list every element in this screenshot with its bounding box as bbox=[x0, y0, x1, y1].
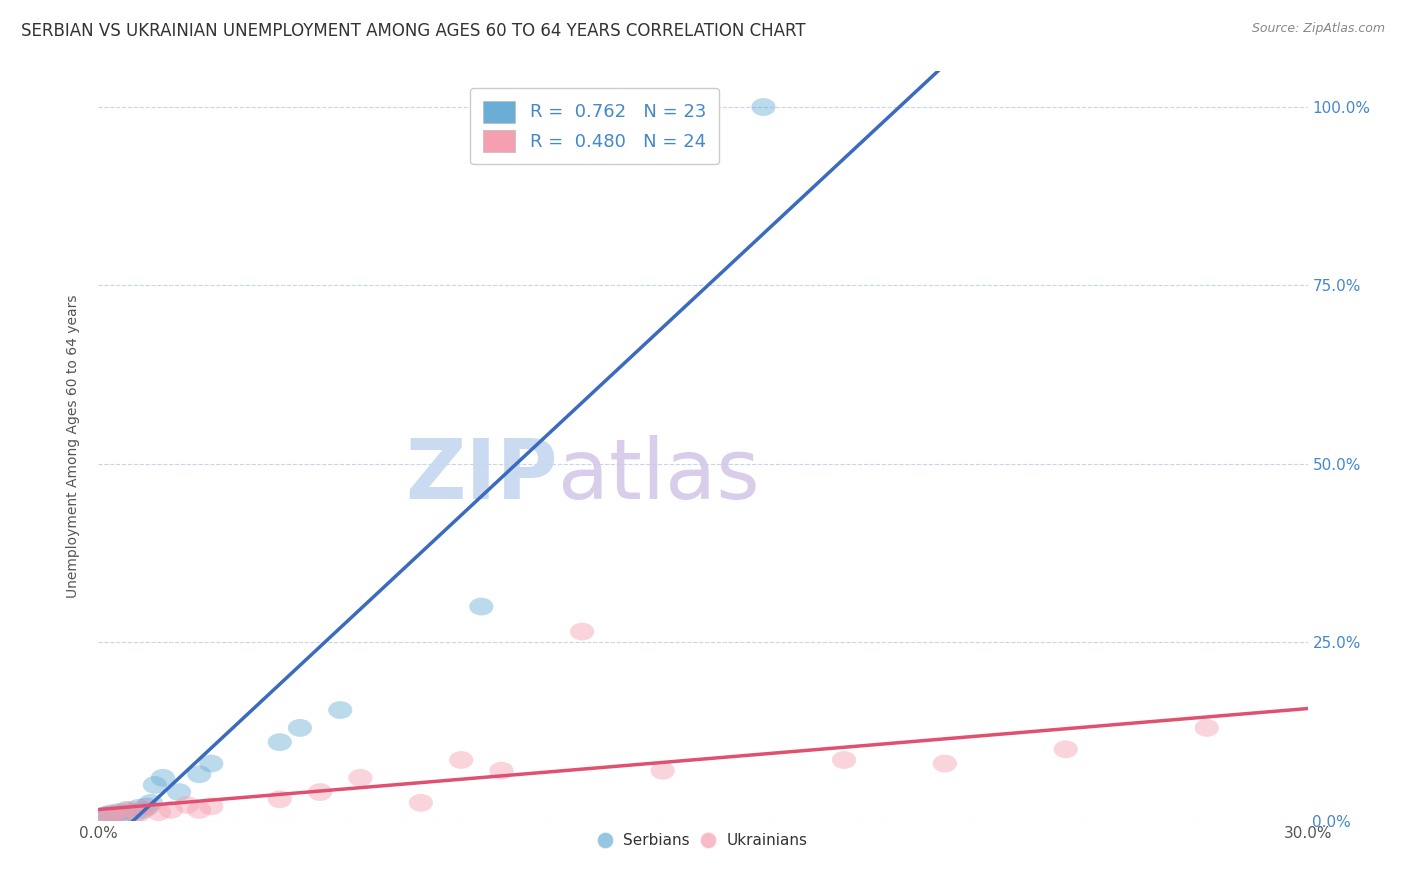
Ellipse shape bbox=[200, 797, 224, 815]
Ellipse shape bbox=[569, 623, 595, 640]
Ellipse shape bbox=[751, 98, 776, 116]
Ellipse shape bbox=[131, 801, 155, 819]
Text: atlas: atlas bbox=[558, 435, 759, 516]
Ellipse shape bbox=[187, 801, 211, 819]
Ellipse shape bbox=[103, 806, 127, 824]
Ellipse shape bbox=[832, 751, 856, 769]
Ellipse shape bbox=[143, 776, 167, 794]
Ellipse shape bbox=[139, 794, 163, 812]
Ellipse shape bbox=[90, 808, 114, 826]
Ellipse shape bbox=[150, 769, 174, 787]
Text: SERBIAN VS UKRAINIAN UNEMPLOYMENT AMONG AGES 60 TO 64 YEARS CORRELATION CHART: SERBIAN VS UKRAINIAN UNEMPLOYMENT AMONG … bbox=[21, 22, 806, 40]
Ellipse shape bbox=[267, 790, 292, 808]
Ellipse shape bbox=[98, 806, 122, 824]
Ellipse shape bbox=[328, 701, 353, 719]
Ellipse shape bbox=[409, 794, 433, 812]
Text: Source: ZipAtlas.com: Source: ZipAtlas.com bbox=[1251, 22, 1385, 36]
Ellipse shape bbox=[127, 799, 150, 817]
Ellipse shape bbox=[288, 719, 312, 737]
Ellipse shape bbox=[135, 797, 159, 815]
Legend: Serbians, Ukrainians: Serbians, Ukrainians bbox=[592, 827, 814, 855]
Ellipse shape bbox=[1195, 719, 1219, 737]
Ellipse shape bbox=[470, 598, 494, 615]
Ellipse shape bbox=[174, 796, 200, 814]
Ellipse shape bbox=[308, 783, 332, 801]
Y-axis label: Unemployment Among Ages 60 to 64 years: Unemployment Among Ages 60 to 64 years bbox=[66, 294, 80, 598]
Ellipse shape bbox=[200, 755, 224, 772]
Ellipse shape bbox=[127, 805, 150, 822]
Ellipse shape bbox=[267, 733, 292, 751]
Ellipse shape bbox=[103, 805, 127, 822]
Ellipse shape bbox=[118, 803, 143, 821]
Ellipse shape bbox=[349, 769, 373, 787]
Ellipse shape bbox=[167, 783, 191, 801]
Ellipse shape bbox=[111, 803, 135, 821]
Ellipse shape bbox=[932, 755, 957, 772]
Ellipse shape bbox=[187, 765, 211, 783]
Ellipse shape bbox=[651, 762, 675, 780]
Ellipse shape bbox=[159, 801, 183, 819]
Text: ZIP: ZIP bbox=[405, 435, 558, 516]
Ellipse shape bbox=[118, 801, 143, 819]
Ellipse shape bbox=[94, 806, 118, 824]
Ellipse shape bbox=[449, 751, 474, 769]
Ellipse shape bbox=[111, 805, 135, 822]
Ellipse shape bbox=[146, 803, 172, 821]
Ellipse shape bbox=[107, 803, 131, 821]
Ellipse shape bbox=[489, 762, 513, 780]
Ellipse shape bbox=[98, 805, 122, 822]
Ellipse shape bbox=[114, 801, 139, 819]
Ellipse shape bbox=[122, 805, 146, 822]
Ellipse shape bbox=[1053, 740, 1078, 758]
Ellipse shape bbox=[90, 808, 114, 826]
Ellipse shape bbox=[135, 799, 159, 817]
